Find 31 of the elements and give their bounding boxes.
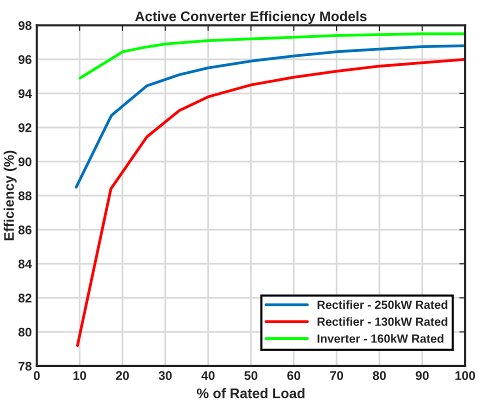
line-series (78, 32, 466, 80)
y-tick-label: 88 (18, 191, 32, 200)
y-tick-label: 80 (18, 328, 32, 337)
y-tick-label: 78 (18, 362, 32, 371)
x-tick-label: 40 (201, 371, 215, 380)
y-tick-label: 86 (18, 226, 32, 234)
legend-label: Rectifier - 130kW Rated (318, 317, 448, 326)
y-axis-title: Efficiency (%) (4, 150, 17, 240)
x-tick-label: 70 (330, 371, 344, 380)
y-tick-label: 98 (18, 21, 32, 30)
line-series (76, 58, 466, 347)
y-tick-label: 84 (18, 260, 32, 268)
x-tick-label: 60 (287, 371, 300, 380)
legend-label: Inverter - 160kW Rated (318, 334, 444, 343)
x-tick-label: 30 (158, 371, 172, 380)
y-tick-label: 92 (18, 123, 32, 132)
y-tick-label: 96 (18, 55, 32, 64)
legend-label: Rectifier - 250kW Rated (318, 300, 448, 309)
x-tick-label: 100 (455, 371, 476, 380)
x-tick-label: 0 (34, 371, 40, 380)
line-series (74, 44, 466, 189)
x-tick-label: 50 (244, 371, 258, 380)
y-tick-label: 82 (18, 294, 32, 302)
x-tick-label: 10 (73, 371, 86, 380)
x-tick-label: 80 (372, 371, 386, 380)
x-tick-label: 20 (116, 371, 129, 380)
y-tick-label: 94 (18, 89, 32, 98)
x-axis-title: % of Rated Load (196, 388, 304, 398)
y-tick-label: 90 (18, 157, 32, 166)
chart-title: Active Converter Efficiency Models (135, 11, 367, 24)
x-tick-label: 90 (416, 371, 429, 380)
